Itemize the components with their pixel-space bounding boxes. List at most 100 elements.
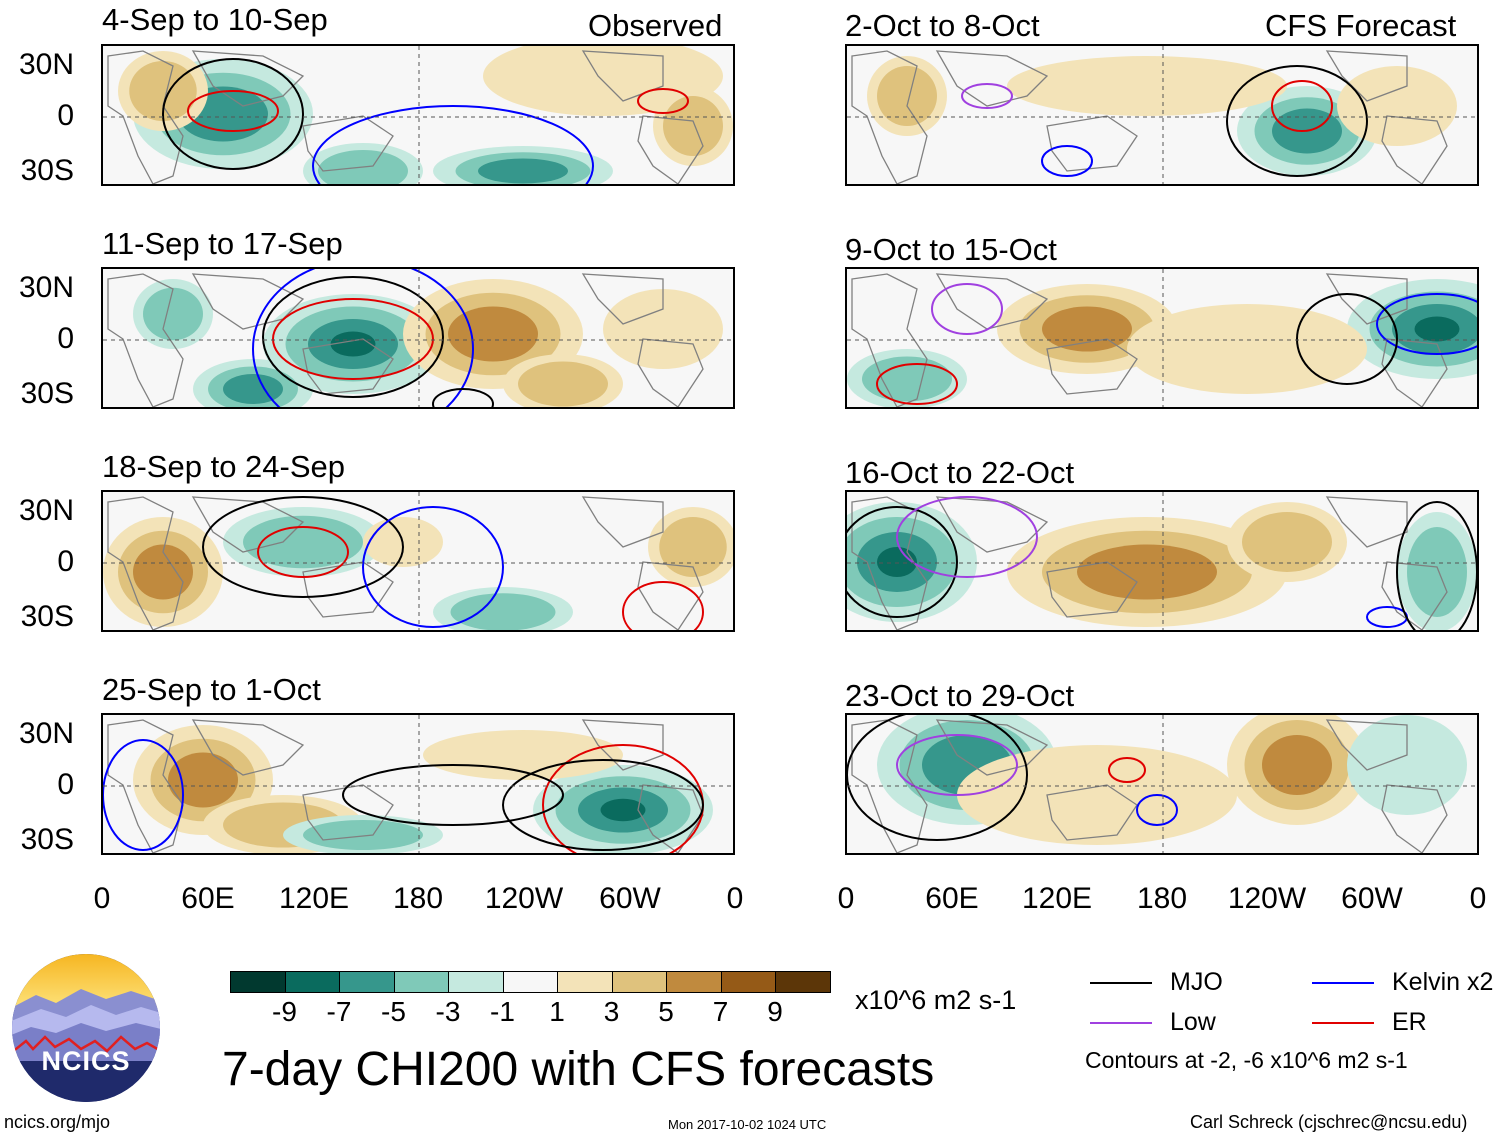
lon-label: 60W xyxy=(1341,882,1403,915)
observed-label: Observed xyxy=(588,8,723,43)
shading-negative xyxy=(143,287,203,341)
coastline xyxy=(107,496,184,630)
legend-label-low: Low xyxy=(1170,1008,1216,1036)
contour-line xyxy=(342,764,564,826)
coastline xyxy=(1046,784,1138,841)
lon-label: 120E xyxy=(278,882,350,915)
legend-label-mjo: MJO xyxy=(1170,968,1223,996)
coastline xyxy=(637,561,704,630)
lon-label: 0 xyxy=(1469,882,1487,915)
legend-line-low xyxy=(1090,1022,1152,1024)
contour-line xyxy=(847,715,1028,841)
colorbar-swatch xyxy=(557,971,613,993)
contour-line xyxy=(931,283,1003,335)
shading-negative xyxy=(330,331,376,357)
legend-label-kelvin: Kelvin x2 xyxy=(1392,968,1494,996)
coastline xyxy=(1381,115,1448,184)
coastline xyxy=(1046,338,1138,395)
shading-negative xyxy=(1407,527,1467,617)
forecast-label: CFS Forecast xyxy=(1265,8,1457,43)
map-svg xyxy=(103,46,733,184)
contour-line xyxy=(162,58,304,170)
coastline xyxy=(191,719,305,776)
coastline xyxy=(107,273,184,407)
contour-line xyxy=(637,88,689,114)
shading-positive xyxy=(518,361,608,407)
contour-line xyxy=(1396,501,1477,630)
map-svg xyxy=(103,269,733,407)
contour-line xyxy=(896,734,1018,796)
coastline xyxy=(1046,561,1138,618)
lon-label: 0 xyxy=(837,882,855,915)
map-svg xyxy=(103,715,733,853)
lat-label-30s: 30S xyxy=(20,154,74,187)
lat-label-30s: 30S xyxy=(20,377,74,410)
shading-positive xyxy=(129,61,197,121)
map-svg xyxy=(847,715,1477,853)
contour-line xyxy=(1226,65,1368,177)
contour-note: Contours at -2, -6 x10^6 m2 s-1 xyxy=(1085,1047,1408,1073)
map-panel-obs-3 xyxy=(101,490,735,632)
shading-negative xyxy=(450,593,556,630)
coastline xyxy=(581,719,664,771)
contour-line xyxy=(362,506,504,628)
shading-positive xyxy=(133,544,193,600)
colorbar-tick-label: -7 xyxy=(326,996,352,1027)
shading-positive xyxy=(877,66,937,126)
contour-line xyxy=(252,269,474,407)
footer-url[interactable]: ncics.org/mjo xyxy=(4,1112,111,1132)
contour-line xyxy=(502,759,704,851)
lat-label-eq: 0 xyxy=(57,768,74,801)
coastline xyxy=(851,50,928,184)
coastline xyxy=(581,496,664,548)
lat-label-30s: 30S xyxy=(20,823,74,856)
colorbar-swatch xyxy=(611,971,667,993)
contour-line xyxy=(1041,145,1093,177)
colorbar-tick-label: 9 xyxy=(767,996,783,1027)
shading-negative xyxy=(600,798,646,822)
legend-line-kelvin xyxy=(1312,982,1374,984)
legend-label-er: ER xyxy=(1392,1008,1427,1036)
lat-label-30n: 30N xyxy=(18,494,74,527)
coastline xyxy=(637,115,704,184)
shading-positive xyxy=(1242,512,1332,572)
colorbar-swatch xyxy=(284,971,340,993)
coastline xyxy=(191,50,305,107)
panel-title-left-2: 11-Sep to 17-Sep xyxy=(102,226,343,261)
footer-author[interactable]: Carl Schreck (cjschrec@ncsu.edu) xyxy=(1190,1112,1468,1132)
lat-label-30n: 30N xyxy=(18,271,74,304)
ncics-logo-text: NCICS xyxy=(41,1046,131,1076)
contour-line xyxy=(1108,757,1146,783)
shading-positive xyxy=(1127,304,1367,394)
map-panel-obs-1 xyxy=(101,44,735,186)
shading-positive xyxy=(659,517,727,577)
colorbar-tick-label: 3 xyxy=(603,996,620,1027)
coastline xyxy=(935,496,1049,553)
shading-positive xyxy=(1042,306,1132,352)
contour-line xyxy=(876,363,958,405)
coastline xyxy=(1325,719,1408,771)
coastline xyxy=(851,273,928,407)
lon-label: 0 xyxy=(93,882,111,915)
lon-label: 120W xyxy=(484,882,564,915)
coastline xyxy=(107,50,184,184)
coastline xyxy=(851,719,928,853)
panel-title-right-1: 2-Oct to 8-Oct xyxy=(845,8,1040,43)
shading-positive xyxy=(1077,544,1217,600)
legend-line-mjo xyxy=(1090,982,1152,984)
contour-line xyxy=(272,298,434,380)
coastline xyxy=(581,273,664,325)
colorbar-tick-label: -1 xyxy=(490,996,515,1027)
lat-label-eq: 0 xyxy=(57,322,74,355)
coastline xyxy=(1325,50,1408,102)
colorbar-tick-label: -5 xyxy=(381,996,406,1027)
lat-label-eq: 0 xyxy=(57,545,74,578)
map-svg xyxy=(847,46,1477,184)
coastline xyxy=(935,719,1049,776)
shading-positive xyxy=(448,306,538,362)
contour-line xyxy=(1271,80,1333,132)
contour-line xyxy=(103,739,184,851)
shading-negative xyxy=(243,515,363,569)
coastline xyxy=(107,719,184,853)
coastline xyxy=(1381,784,1448,853)
